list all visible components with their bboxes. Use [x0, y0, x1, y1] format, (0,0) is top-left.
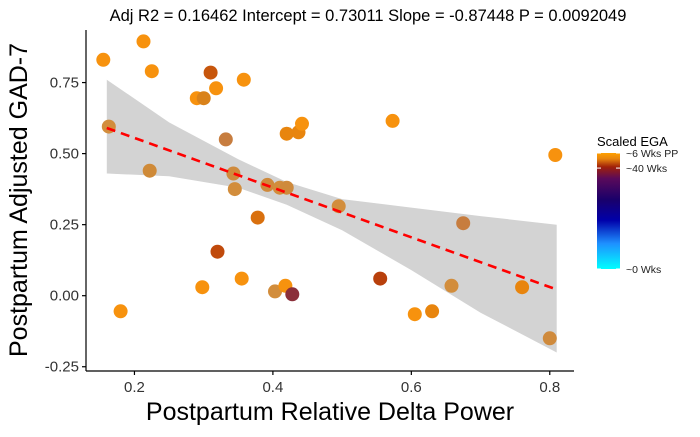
data-point — [218, 132, 233, 147]
legend-labels: ~6 Wks PP ~40 Wks ~0 Wks — [597, 148, 678, 276]
data-point — [96, 52, 111, 67]
legend-title: Scaled EGA — [597, 134, 668, 149]
x-tick-label: 0.4 — [262, 379, 283, 396]
y-tick-label: 0.00 — [50, 288, 79, 305]
data-point — [444, 278, 459, 293]
legend-label: ~6 Wks PP — [626, 148, 678, 160]
data-point — [195, 280, 210, 295]
confidence-ribbon — [106, 79, 557, 353]
data-point — [285, 287, 300, 302]
data-point — [268, 284, 282, 299]
legend-colorbar — [597, 153, 620, 269]
y-tick-label: -0.25 — [45, 359, 79, 376]
data-point — [542, 331, 557, 346]
x-tick-label: 0.8 — [539, 379, 560, 396]
data-point — [515, 280, 530, 295]
data-point — [226, 166, 241, 181]
data-point — [234, 271, 249, 286]
y-tick-label: 0.75 — [50, 75, 79, 92]
data-point — [373, 271, 388, 286]
legend-label: ~40 Wks — [626, 163, 667, 175]
data-point — [142, 163, 157, 178]
x-tick-label: 0.2 — [124, 379, 145, 396]
data-point — [456, 216, 471, 231]
data-point — [196, 91, 211, 106]
data-point — [425, 304, 440, 319]
data-point — [113, 304, 128, 319]
data-point — [227, 182, 242, 197]
regression-line-layer — [106, 126, 558, 291]
y-axis-label: Postpartum Adjusted GAD-7 — [5, 43, 33, 357]
x-axis-label: Postpartum Relative Delta Power — [146, 398, 514, 426]
axes — [85, 30, 574, 372]
data-point — [144, 64, 159, 79]
data-point — [279, 126, 294, 141]
data-point — [385, 113, 400, 128]
data-point — [295, 116, 309, 131]
confidence-ribbon-layer — [106, 79, 557, 353]
data-point — [136, 34, 151, 49]
y-ticks: -0.25 0.00 0.25 0.50 0.75 — [45, 75, 86, 376]
chart-title: Adj R2 = 0.16462 Intercept = 0.73011 Slo… — [110, 7, 627, 25]
legend-label: ~0 Wks — [626, 264, 661, 276]
x-tick-label: 0.6 — [401, 379, 422, 396]
data-point — [548, 148, 563, 162]
regression-line — [106, 126, 558, 291]
data-point — [279, 180, 294, 195]
data-point — [236, 72, 251, 87]
data-points-layer — [96, 34, 563, 346]
x-ticks: 0.2 0.4 0.6 0.8 — [124, 371, 560, 396]
legend: Scaled EGA ~6 Wks PP ~40 Wks ~0 Wks — [597, 134, 678, 276]
data-point — [209, 81, 224, 96]
y-tick-label: 0.50 — [50, 146, 79, 163]
data-point — [203, 65, 218, 80]
data-point — [407, 307, 422, 322]
y-tick-label: 0.25 — [50, 217, 79, 234]
data-point — [250, 210, 265, 225]
data-point — [210, 244, 225, 259]
